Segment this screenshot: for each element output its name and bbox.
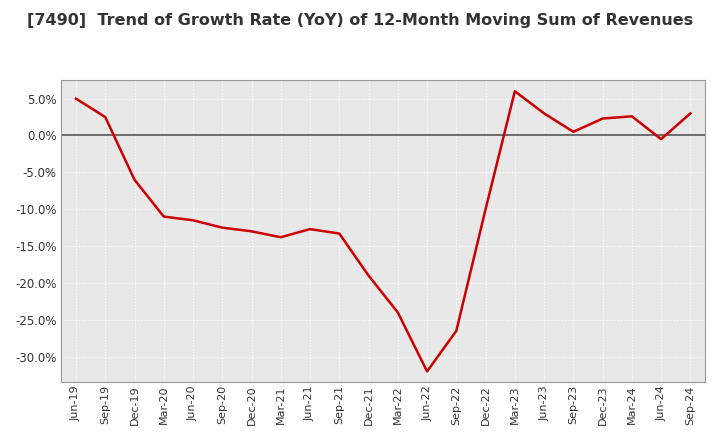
Text: [7490]  Trend of Growth Rate (YoY) of 12-Month Moving Sum of Revenues: [7490] Trend of Growth Rate (YoY) of 12-… bbox=[27, 13, 693, 28]
